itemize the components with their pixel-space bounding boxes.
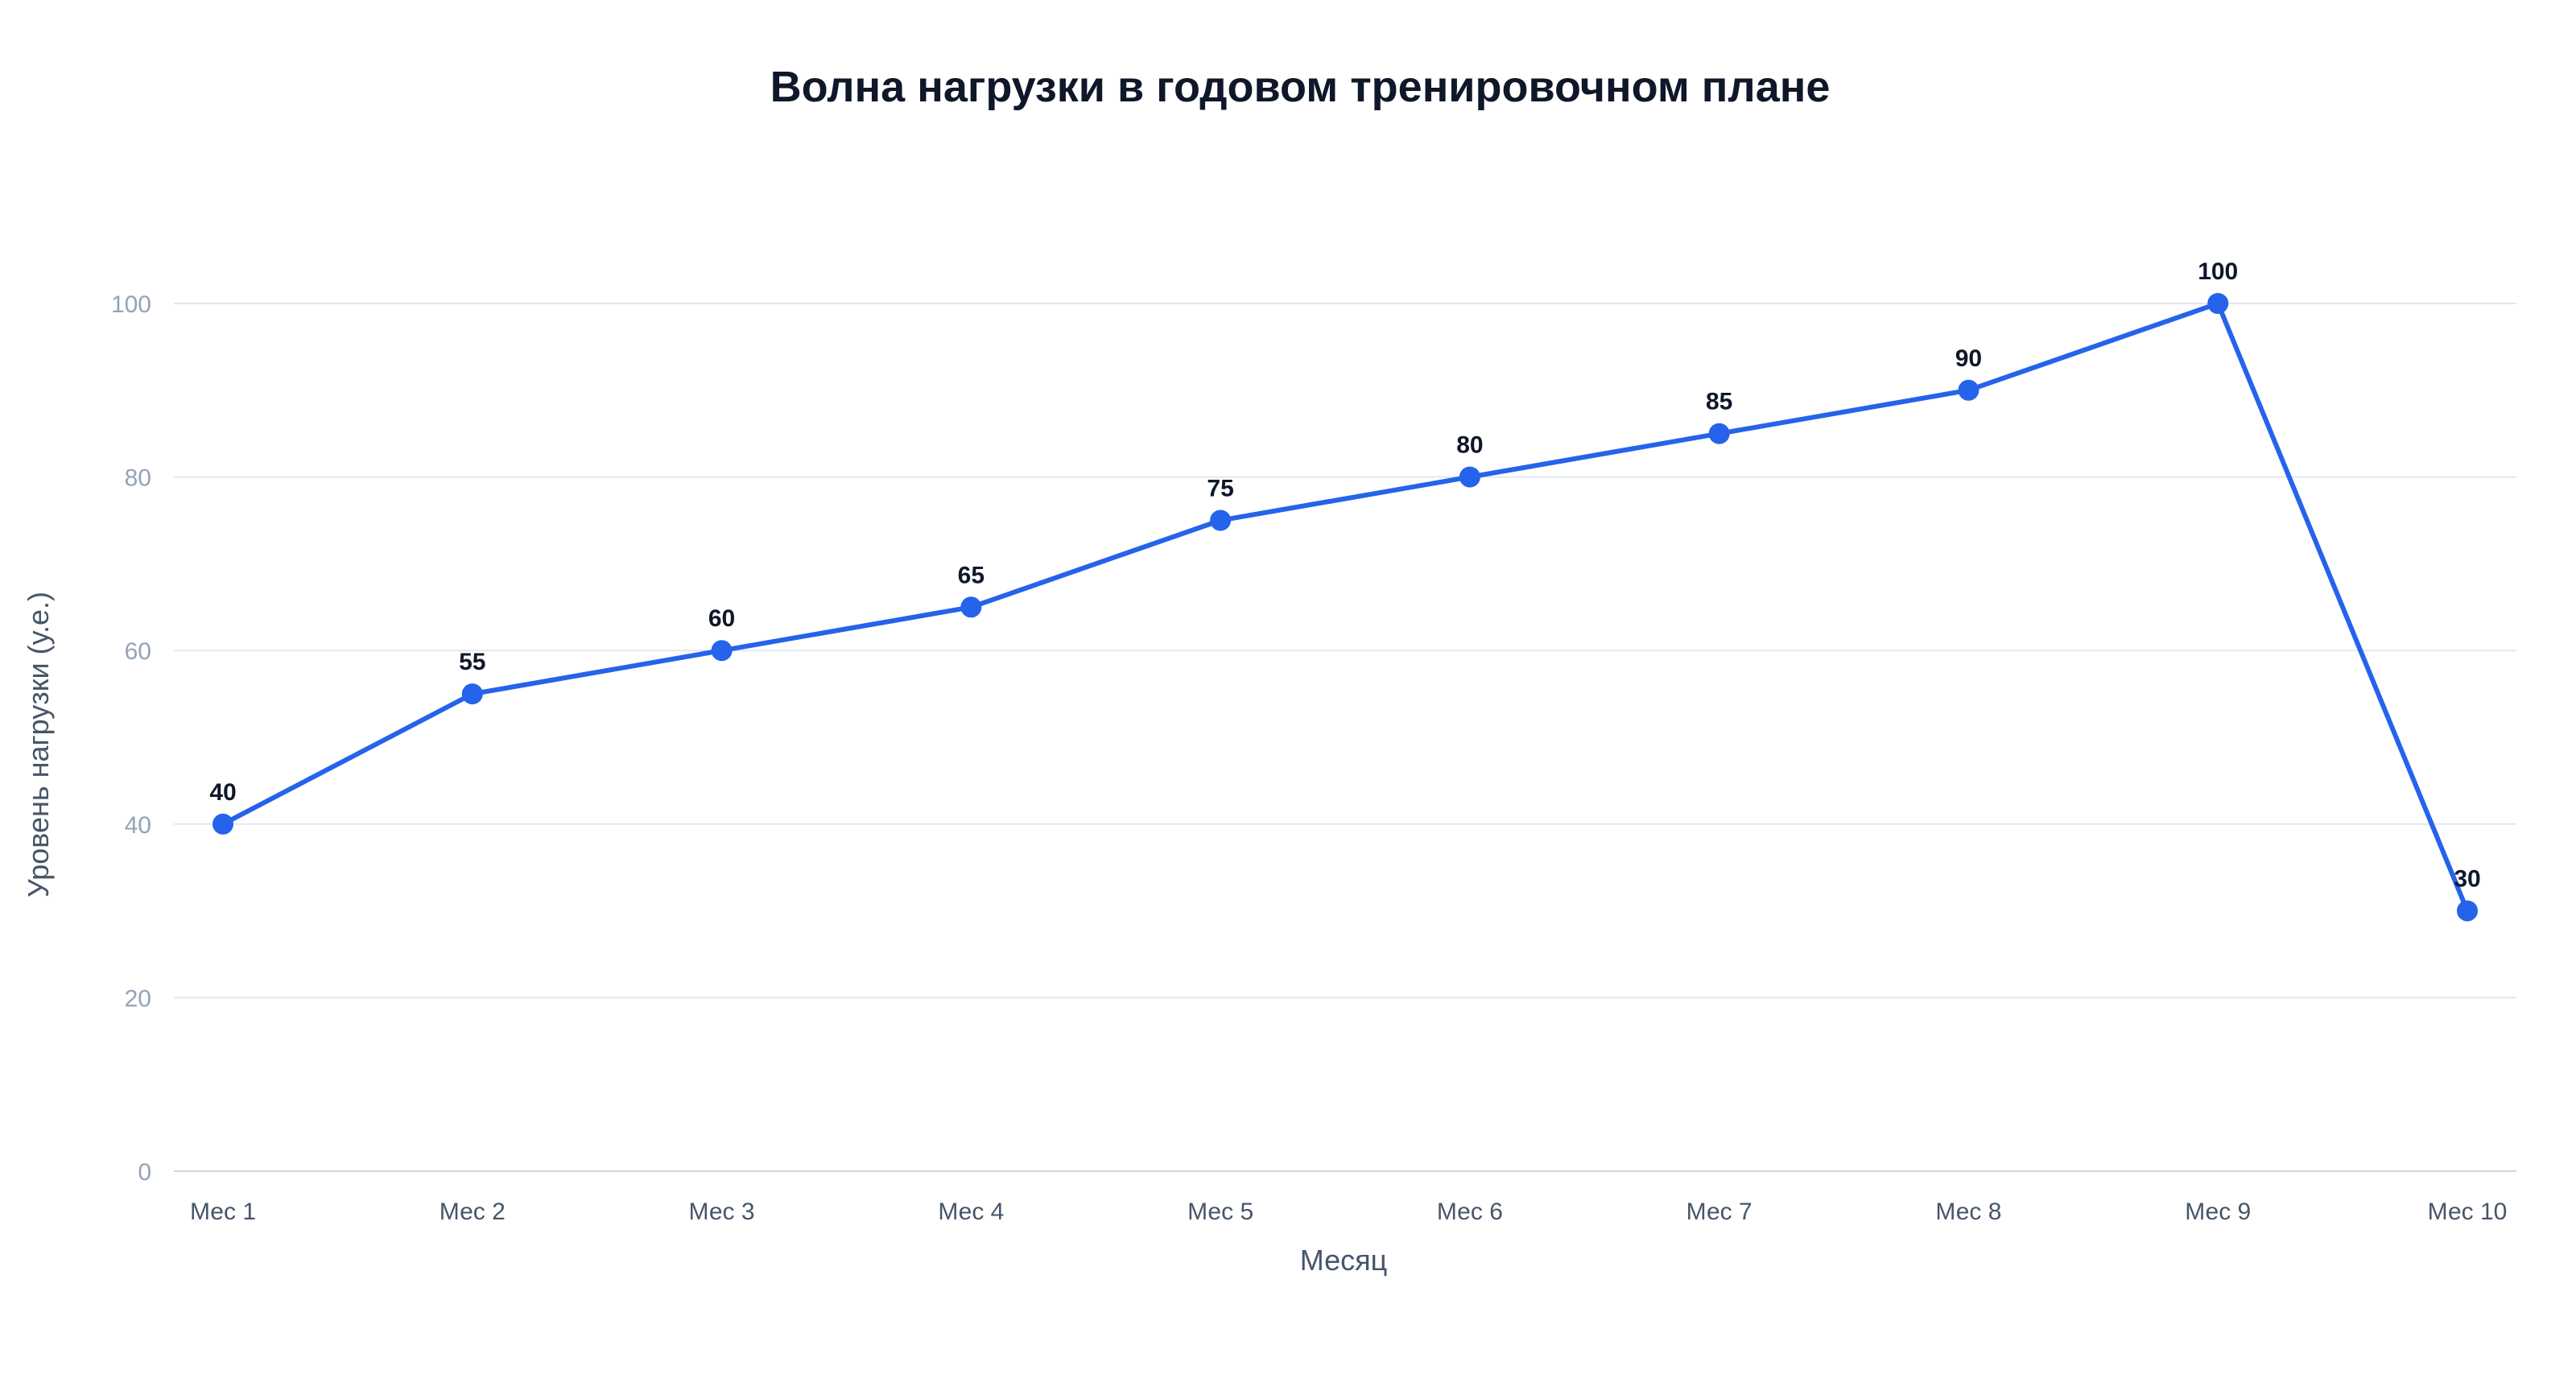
data-point (1210, 510, 1232, 531)
data-label: 100 (2198, 258, 2238, 285)
data-point (2457, 900, 2478, 922)
data-label: 80 (1456, 432, 1483, 459)
y-tick-label: 20 (125, 985, 151, 1012)
data-point (213, 813, 233, 835)
x-tick-label: Мес 8 (1935, 1199, 2001, 1225)
data-point (1958, 379, 1979, 401)
x-axis-ticks: Мес 1 Мес 2 Мес 3 Мес 4 Мес 5 Мес 6 Мес 7 Мес 8… (190, 1199, 2507, 1225)
data-point (1708, 423, 1730, 444)
y-axis-title: Уровень нагрузки (у.е.) (22, 592, 55, 897)
data-label: 75 (1207, 476, 1233, 502)
data-point (711, 640, 733, 662)
data-label: 60 (708, 605, 735, 632)
y-tick-label: 80 (125, 465, 151, 492)
data-point (2207, 293, 2229, 314)
data-label: 55 (459, 649, 485, 675)
series-load: 40 55 60 65 75 80 85 90 100 30 (209, 258, 2481, 922)
data-point (461, 683, 483, 705)
y-tick-label: 40 (125, 812, 151, 839)
x-axis-title: Месяц (1300, 1244, 1388, 1277)
x-tick-label: Мес 9 (2185, 1199, 2251, 1225)
y-tick-label: 0 (138, 1159, 151, 1186)
x-tick-label: Мес 2 (440, 1199, 506, 1225)
y-axis-ticks: 0 20 40 60 80 100 (111, 291, 151, 1186)
data-label: 30 (2454, 866, 2480, 893)
series-line (221, 301, 2470, 914)
x-tick-label: Мес 4 (938, 1199, 1004, 1225)
x-tick-label: Мес 5 (1187, 1199, 1253, 1225)
data-label: 40 (209, 779, 236, 806)
data-label: 65 (958, 562, 985, 588)
data-label: 85 (1706, 389, 1732, 415)
data-point (1459, 466, 1480, 488)
y-tick-label: 100 (111, 291, 151, 318)
chart-title: Волна нагрузки в годовом тренировочном п… (770, 63, 1831, 111)
x-tick-label: Мес 10 (2428, 1199, 2508, 1225)
data-point (960, 596, 982, 618)
x-tick-label: Мес 1 (190, 1199, 256, 1225)
y-tick-label: 60 (125, 638, 151, 665)
x-tick-label: Мес 6 (1437, 1199, 1503, 1225)
x-tick-label: Мес 7 (1686, 1199, 1752, 1225)
data-label: 90 (1955, 345, 1982, 372)
x-tick-label: Мес 3 (689, 1199, 755, 1225)
gridlines (174, 303, 2516, 999)
